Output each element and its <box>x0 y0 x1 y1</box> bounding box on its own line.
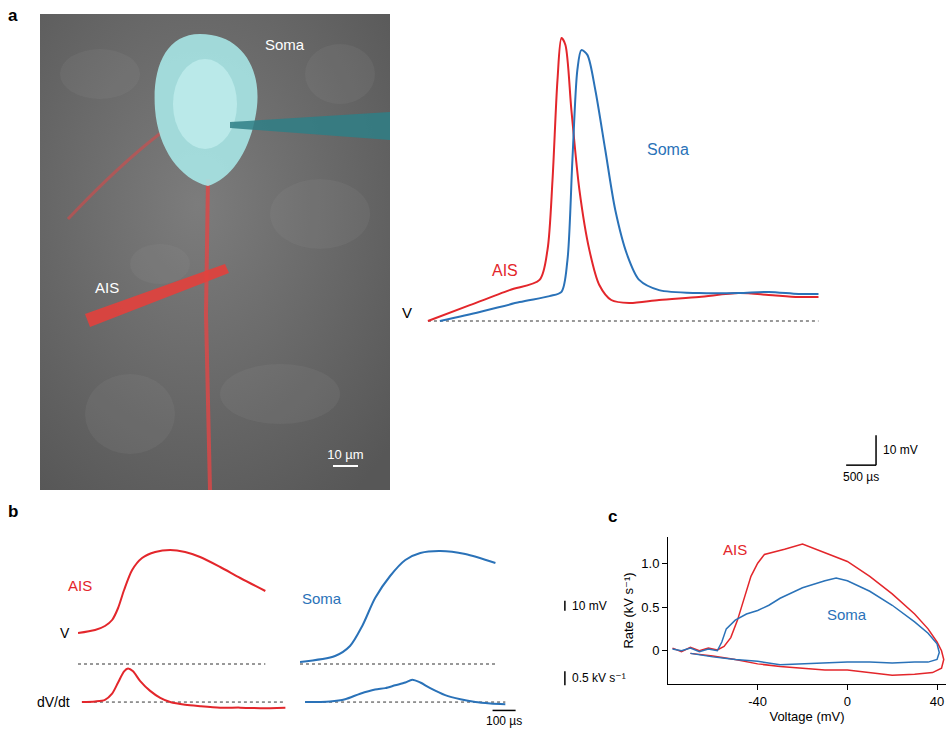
svg-text:dV/dt: dV/dt <box>37 694 70 710</box>
svg-text:100 µs: 100 µs <box>486 714 522 728</box>
svg-text:V: V <box>60 625 70 641</box>
svg-text:AIS: AIS <box>68 577 92 594</box>
svg-text:Rate (kV s⁻¹): Rate (kV s⁻¹) <box>621 572 636 648</box>
svg-text:500 µs: 500 µs <box>843 470 879 484</box>
svg-text:c: c <box>608 507 617 526</box>
svg-text:0: 0 <box>844 694 851 709</box>
svg-text:b: b <box>8 502 18 521</box>
svg-text:-40: -40 <box>748 694 767 709</box>
svg-text:0.5 kV s⁻¹: 0.5 kV s⁻¹ <box>572 671 626 685</box>
svg-text:Voltage (mV): Voltage (mV) <box>769 709 844 724</box>
svg-text:10 mV: 10 mV <box>883 443 918 457</box>
svg-text:a: a <box>8 6 18 25</box>
svg-text:AIS: AIS <box>95 279 119 296</box>
svg-text:0.5: 0.5 <box>641 600 659 615</box>
svg-text:V: V <box>402 304 412 321</box>
svg-text:Soma: Soma <box>265 36 305 53</box>
svg-text:10 µm: 10 µm <box>327 447 363 462</box>
svg-text:10 mV: 10 mV <box>572 599 607 613</box>
svg-text:AIS: AIS <box>492 262 518 279</box>
svg-text:Soma: Soma <box>647 141 689 158</box>
svg-text:0: 0 <box>652 643 659 658</box>
svg-text:40: 40 <box>930 694 944 709</box>
svg-text:AIS: AIS <box>723 541 747 558</box>
svg-text:Soma: Soma <box>302 590 342 607</box>
svg-text:Soma: Soma <box>827 606 867 623</box>
svg-text:1.0: 1.0 <box>641 556 659 571</box>
